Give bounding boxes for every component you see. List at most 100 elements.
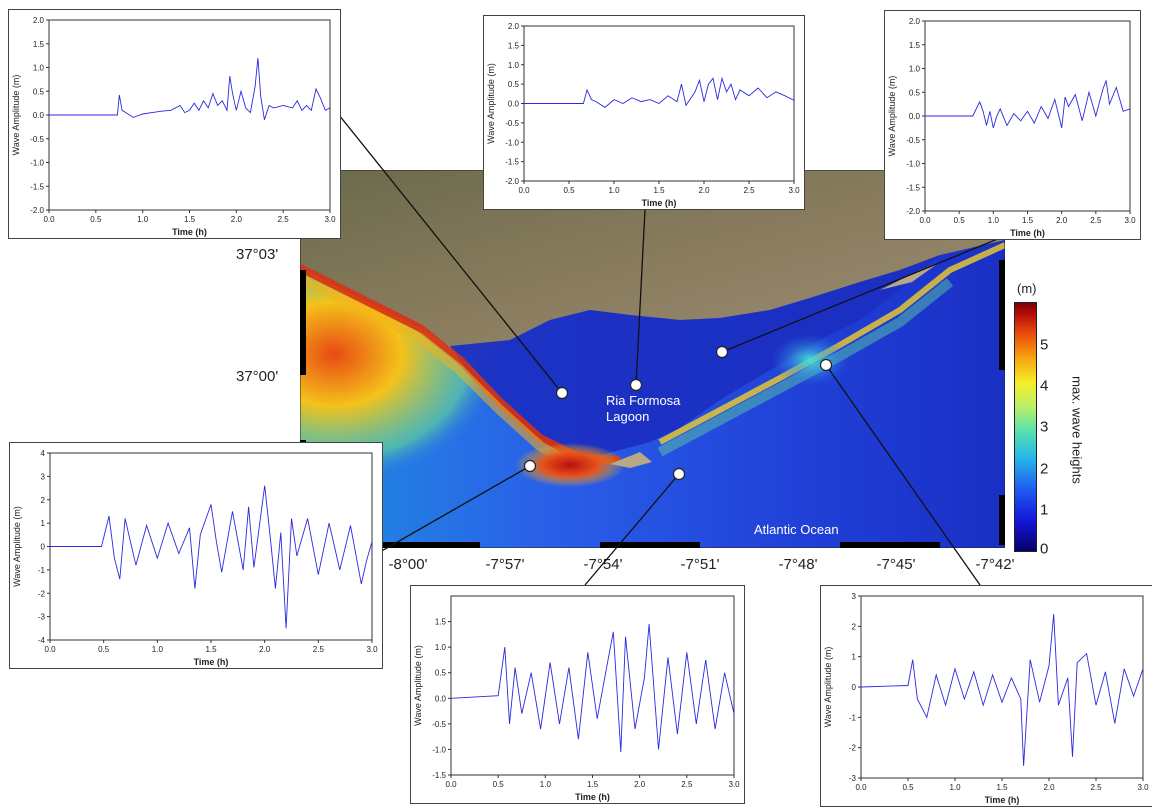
x-tick-label: 1.5 [653,186,665,195]
y-tick-label: 3 [852,592,857,601]
inset-chart-3-svg: 0.0 0.5 1.0 1.5 2.0 2.5 3.0 2.0 1.5 1.0 0.5 0.0 -0.5… [887,17,1136,238]
y-tick-label: 2.0 [909,17,921,26]
y-tick-label: -1.5 [906,183,920,192]
x-tick-label: 2.0 [1056,216,1068,225]
x-tick-label: 2.0 [698,186,710,195]
lon-tick-6: -7°45' [876,556,916,573]
x-tick-label: 0.0 [855,783,867,792]
y-tick-label: -2 [38,589,46,598]
y-tick-label: -3 [849,774,857,783]
y-tick-label: 0 [852,683,857,692]
x-tick-label: 1.0 [949,783,961,792]
inset-chart-4-svg: 0.0 0.5 1.0 1.5 2.0 2.5 3.0 4 3 2 1 0 -1 -2 -3 -4 Time (… [12,449,378,667]
y-axis-label: Wave Amplitude (m) [11,75,21,156]
y-tick-label: -1.5 [505,158,519,167]
y-tick-label: 2 [852,622,857,631]
x-tick-label: 2.0 [1043,783,1055,792]
lon-tick-1: -8°00' [388,556,428,573]
colorbar-tick-0: 0 [1040,540,1049,558]
y-tick-label: -0.5 [505,119,519,128]
colorbar-tick-2: 2 [1040,460,1049,478]
y-axis-label: Wave Amplitude (m) [12,506,22,587]
x-tick-label: 1.5 [1022,216,1034,225]
y-tick-label: -1.0 [30,159,44,168]
y-tick-label: -1.0 [505,138,519,147]
y-tick-label: 3 [41,472,46,481]
lat-tick-1: 37°03' [236,246,279,263]
x-tick-label: 3.0 [788,186,800,195]
x-axis-label: Time (h) [194,657,229,667]
y-tick-label: 0.5 [909,88,921,97]
x-tick-label: 1.0 [540,780,552,789]
y-tick-label: -0.5 [906,136,920,145]
y-tick-label: 0.5 [435,669,447,678]
inset-chart-3: 0.0 0.5 1.0 1.5 2.0 2.5 3.0 2.0 1.5 1.0 0.5 0.0 -0.5… [884,10,1141,240]
x-tick-label: 0.5 [98,645,110,654]
inset-chart-4: 0.0 0.5 1.0 1.5 2.0 2.5 3.0 4 3 2 1 0 -1 -2 -3 -4 Time (… [9,442,383,669]
colorbar-tick-5: 5 [1040,336,1049,354]
x-tick-label: 3.0 [1124,216,1136,225]
x-tick-label: 0.0 [43,215,55,224]
x-tick-label: 2.0 [259,645,271,654]
colorbar-tick-4: 4 [1040,377,1049,395]
lon-tick-7: -7°42' [975,556,1015,573]
x-tick-label: 3.0 [1137,783,1149,792]
x-tick-label: 0.5 [954,216,966,225]
y-tick-label: 0.5 [33,87,45,96]
y-tick-label: -1 [38,566,46,575]
y-tick-label: 1.0 [909,65,921,74]
wave-series-line [50,485,373,629]
x-tick-label: 1.0 [988,216,1000,225]
x-tick-label: 0.5 [90,215,102,224]
x-tick-label: 1.0 [137,215,149,224]
colorbar-tick-1: 1 [1040,501,1049,519]
y-tick-label: 0 [41,543,46,552]
x-tick-label: 1.5 [184,215,196,224]
x-axis-label: Time (h) [1010,228,1045,238]
x-tick-label: 0.5 [563,186,575,195]
x-tick-label: 3.0 [366,645,378,654]
x-axis-label: Time (h) [985,795,1020,805]
y-tick-label: 1.0 [508,61,520,70]
y-tick-label: 2.0 [33,16,45,25]
wave-series-line [450,624,735,753]
x-tick-label: 0.5 [493,780,505,789]
x-tick-label: 0.0 [919,216,931,225]
y-tick-label: 0.0 [909,112,921,121]
inset-chart-2: 0.0 0.5 1.0 1.5 2.0 2.5 3.0 2.0 1.5 1.0 0.5 0.0 -0.5… [483,15,805,210]
y-axis-label: Wave Amplitude (m) [486,63,496,144]
y-tick-label: 1 [852,653,857,662]
x-tick-label: 2.5 [1090,783,1102,792]
x-tick-label: 2.5 [681,780,693,789]
y-tick-label: -2.0 [906,207,920,216]
inset-chart-5: 0.0 0.5 1.0 1.5 2.0 2.5 3.0 1.5 1.0 0.5 0.0 -0.5 -1.… [410,585,745,804]
lagoon-label-line1: Ria Formosa [606,393,681,408]
y-axis-label: Wave Amplitude (m) [823,647,833,728]
y-tick-label: -1.0 [906,160,920,169]
colorbar [1014,302,1037,552]
y-tick-label: 1.5 [33,40,45,49]
inset-chart-1-svg: 0.0 0.5 1.0 1.5 2.0 2.5 3.0 2.0 1.5 1.0 0.5 0.0 -0.5… [11,16,336,237]
x-tick-label: 1.5 [996,783,1008,792]
y-tick-label: -3 [38,613,46,622]
y-tick-label: 0.0 [435,694,447,703]
x-tick-label: 2.5 [743,186,755,195]
lagoon-label-line2: Lagoon [606,409,650,424]
x-tick-label: 2.0 [634,780,646,789]
x-tick-label: 3.0 [728,780,740,789]
y-tick-label: 1.5 [435,618,447,627]
y-tick-label: 4 [41,449,46,458]
inset-chart-1: 0.0 0.5 1.0 1.5 2.0 2.5 3.0 2.0 1.5 1.0 0.5 0.0 -0.5… [8,9,341,239]
y-axis-label: Wave Amplitude (m) [887,76,897,157]
colorbar-title: max. wave heights [1069,376,1085,484]
x-axis-label: Time (h) [172,227,207,237]
lon-tick-2: -7°57' [485,556,525,573]
y-tick-label: -1.5 [432,771,446,780]
x-tick-label: 1.0 [608,186,620,195]
inset-chart-6-svg: 0.0 0.5 1.0 1.5 2.0 2.5 3.0 3 2 1 0 -1 -2 -3 Time (h) W… [823,592,1149,805]
inset-chart-5-svg: 0.0 0.5 1.0 1.5 2.0 2.5 3.0 1.5 1.0 0.5 0.0 -0.5 -1.… [413,595,740,802]
lon-tick-3: -7°54' [583,556,623,573]
x-tick-label: 0.5 [902,783,914,792]
x-tick-label: 1.5 [205,645,217,654]
lat-tick-2: 37°00' [236,368,279,385]
